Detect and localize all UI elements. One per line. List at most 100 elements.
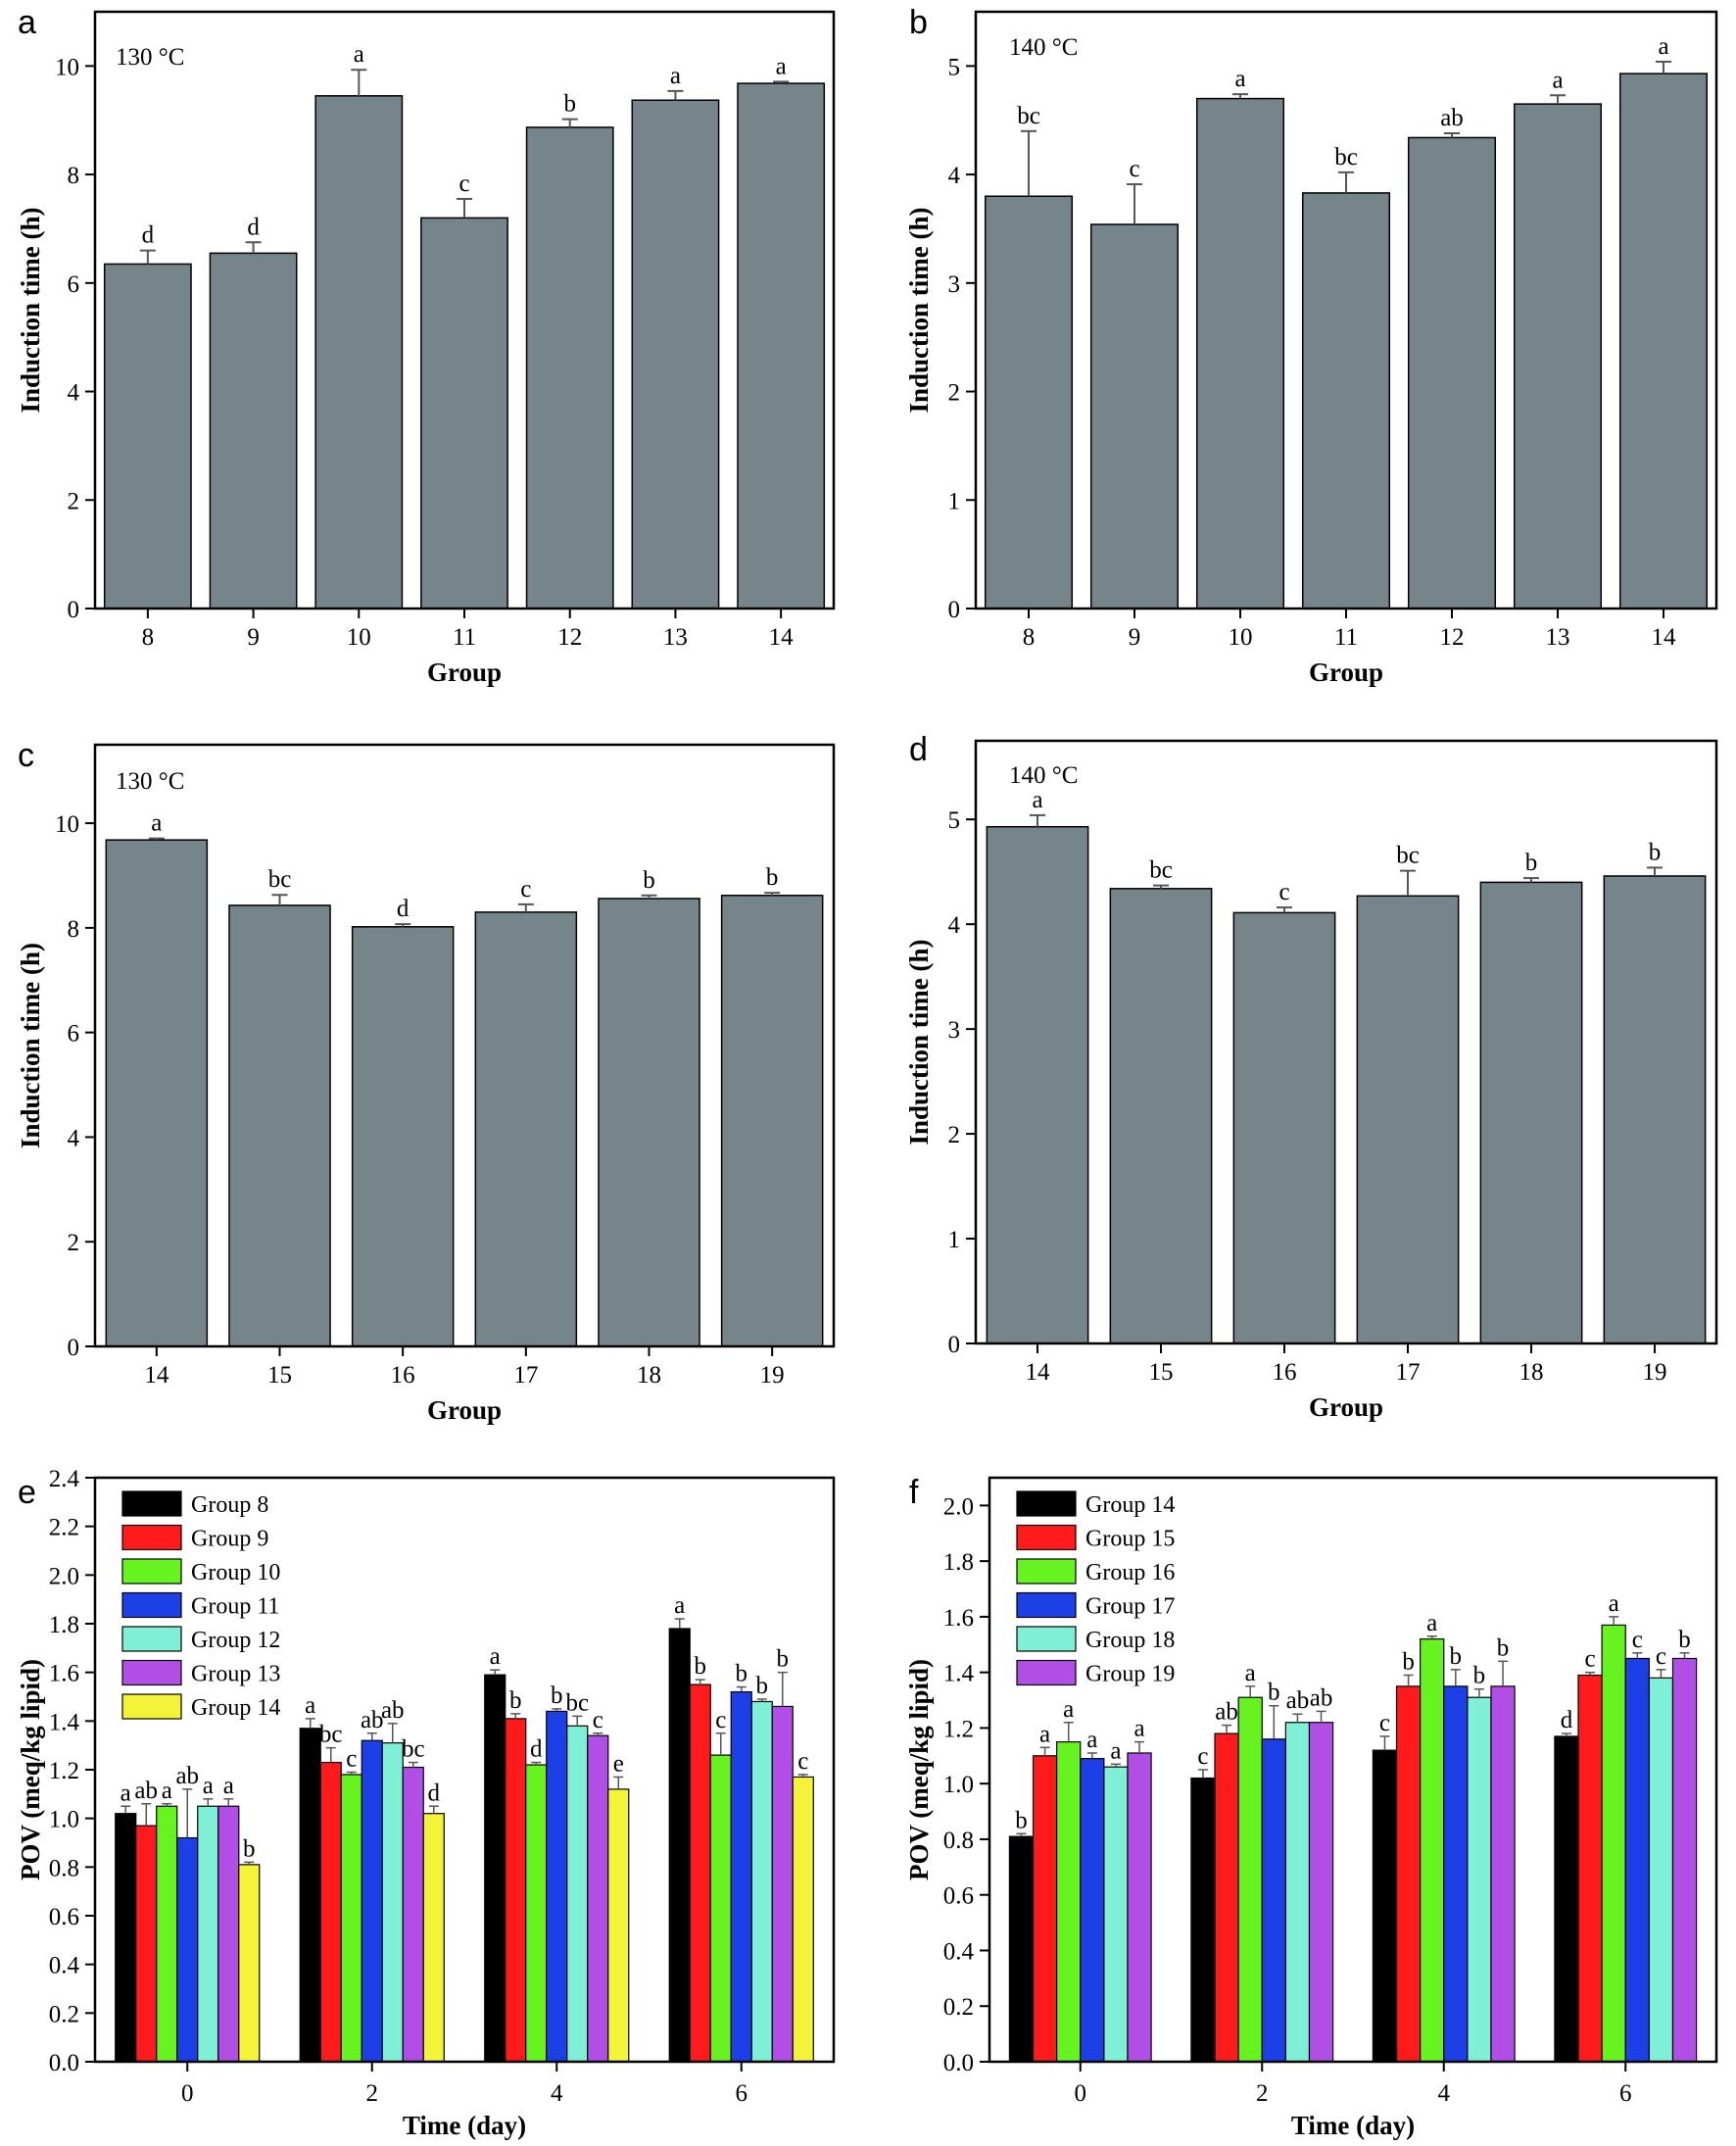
bar-group-12 [566,1725,589,2063]
x-axis-title: Group [1309,658,1383,687]
y-tick-label: 2.0 [49,1563,79,1589]
panel-letter: f [909,1474,919,1511]
y-tick-label: 0.4 [49,1953,80,1979]
bar-group-15 [1214,1732,1239,2063]
legend-swatch [121,1524,182,1551]
y-tick-label: 1.6 [49,1661,79,1687]
bar [1618,73,1709,610]
bar-group-14 [1190,1777,1216,2063]
bar-group-19 [1490,1685,1516,2063]
bar [105,839,209,1347]
bar-group-19 [1127,1752,1152,2063]
legend-label: Group 16 [1085,1560,1175,1585]
panel-letter: b [909,4,928,41]
legend-swatch [1016,1490,1077,1517]
y-tick-label: 0.8 [943,1828,974,1854]
bar-group-19 [1671,1657,1698,2063]
significance-label: c [1379,1710,1390,1736]
legend-label: Group 13 [191,1662,280,1687]
x-tick-label: 16 [391,1362,415,1389]
x-tick-label: 6 [1619,2080,1632,2107]
significance-label: b [1402,1649,1415,1676]
bar-group-14 [1008,1835,1035,2063]
bar-group-9 [135,1825,158,2063]
significance-label: a [1552,67,1563,93]
significance-label: bc [1396,843,1420,869]
y-tick-label: 0.2 [943,1994,974,2021]
x-tick-label: 14 [1652,624,1677,651]
x-tick-label: 19 [760,1362,785,1389]
bar-group-18 [1284,1722,1311,2063]
y-tick-label: 2 [68,488,80,514]
bar-group-12 [381,1742,404,2063]
y-tick-label: 1.8 [49,1612,79,1638]
y-tick-label: 4 [68,1125,80,1151]
significance-label: ab [381,1697,405,1724]
bar-group-13 [217,1805,240,2063]
x-tick-label: 4 [1438,2080,1451,2107]
bar-group-8 [299,1728,321,2063]
panel-f: f 0.0 0.2 0.4 0.6 0.8 1.0 1.2 1.4 1.6 1.8 2.0 POV (m… [904,1474,1718,2140]
significance-label: b [1649,839,1662,865]
x-tick-label: 10 [1229,624,1253,651]
significance-label: bc [1149,857,1173,884]
significance-label: a [1039,1721,1050,1747]
significance-label: b [1678,1627,1691,1653]
bar-group-15 [1032,1755,1058,2063]
x-axis-title: Group [1309,1392,1383,1422]
bar-group-16 [1237,1696,1263,2063]
y-tick-label: 6 [68,1021,80,1048]
y-axis-title: Induction time (h) [904,939,934,1145]
y-tick-label: 2 [948,380,961,407]
x-tick-label: 6 [736,2080,748,2107]
bar [420,217,508,610]
panel-a: a 0 2 4 6 8 10 Induction time (h) Group 130 °C d 8 d… [16,4,836,687]
significance-label: ab [1440,105,1464,131]
legend-label: Group 8 [191,1492,268,1518]
significance-label: c [797,1748,808,1775]
y-tick-label: 4 [948,912,961,939]
bar-group-9 [319,1761,342,2063]
x-tick-label: 8 [142,624,155,651]
plot-frame [974,739,1718,1345]
bar-group-11 [730,1690,752,2063]
temperature-annotation: 130 °C [116,768,184,795]
bar-group-18 [1648,1677,1674,2063]
significance-label: a [354,41,364,68]
x-tick-label: 16 [1273,1359,1297,1386]
x-tick-label: 13 [663,624,688,651]
legend-swatch [1016,1591,1077,1619]
y-tick-label: 1 [948,488,961,514]
significance-label: a [1234,66,1245,92]
legend-label: Group 10 [191,1560,280,1585]
significance-label: c [1656,1643,1666,1670]
panel-c: c 0 2 4 6 8 10 Induction time (h) Group 130 °C a 14… [16,737,836,1425]
significance-label: a [1426,1610,1437,1636]
bar-group-16 [1056,1741,1082,2063]
significance-label: a [674,1592,685,1619]
y-tick-label: 2.2 [49,1515,79,1541]
bar [314,95,404,610]
legend-swatch [1016,1524,1077,1551]
significance-label: ab [361,1707,384,1733]
significance-label: ab [134,1778,158,1804]
bar-group-14 [1372,1749,1398,2063]
plot-frame [974,10,1718,610]
bar-group-10 [709,1754,732,2063]
bar [1356,895,1460,1344]
x-tick-label: 4 [551,2080,563,2107]
significance-label: bc [402,1736,425,1763]
bar-group-13 [587,1734,609,2063]
significance-label: a [490,1643,501,1670]
significance-label: b [509,1687,522,1714]
significance-label: a [1609,1590,1619,1617]
significance-label: b [694,1653,706,1680]
bar-group-12 [197,1805,219,2063]
significance-label: a [223,1773,234,1799]
bar [1109,888,1213,1344]
significance-label: b [1473,1663,1486,1689]
significance-label: c [520,876,531,902]
x-tick-label: 15 [267,1362,292,1389]
significance-label: a [1063,1696,1074,1723]
significance-label: bc [565,1689,589,1716]
